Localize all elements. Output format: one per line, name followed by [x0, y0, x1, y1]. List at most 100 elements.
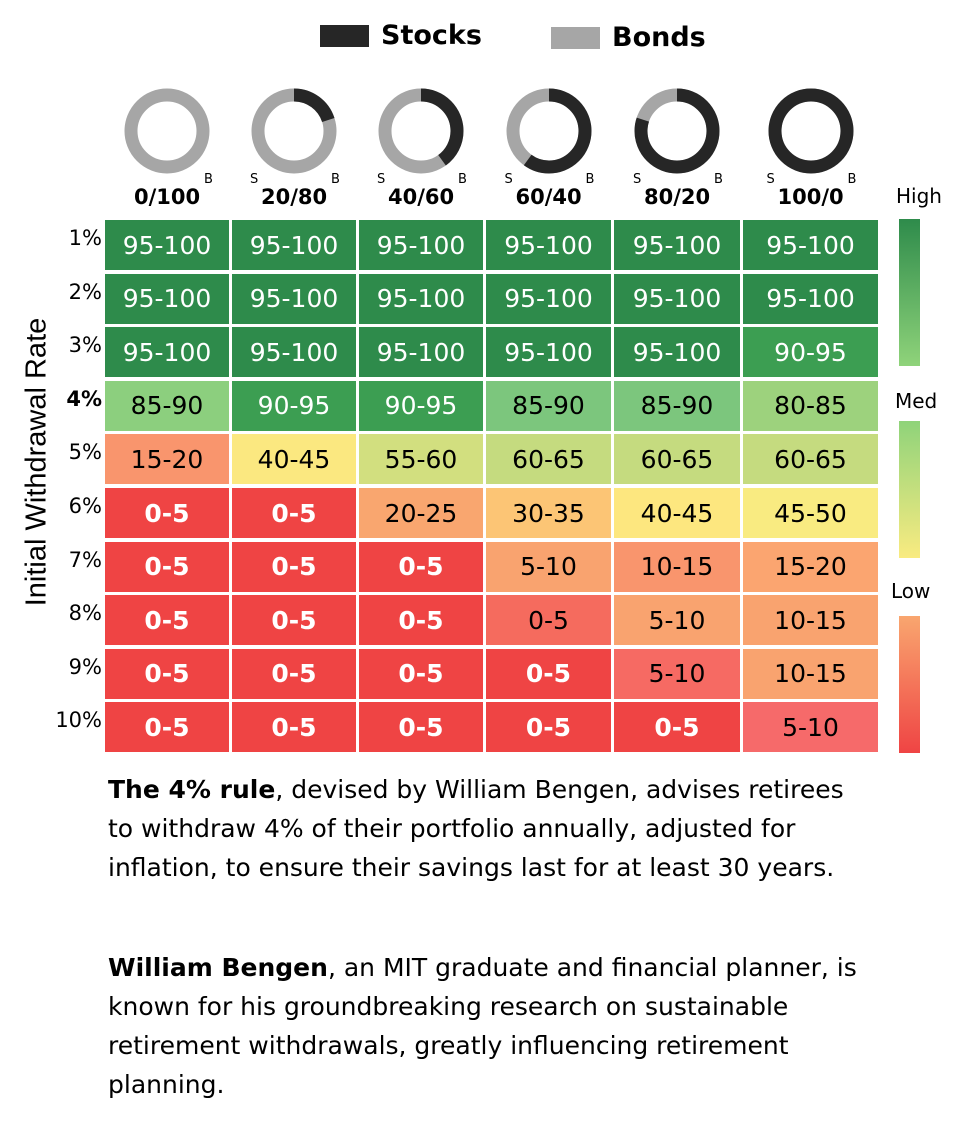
heatmap-cell: 0-5: [232, 541, 356, 592]
heatmap-cell: 95-100: [614, 220, 740, 270]
bonds-marker: B: [585, 172, 595, 187]
row-label-3pct: 3%: [68, 333, 102, 358]
heatmap-cell: 0-5: [105, 541, 229, 592]
stocks-marker: S: [250, 172, 259, 187]
heatmap-cell: 90-95: [359, 380, 483, 431]
allocation-donut-80-20: [634, 88, 720, 174]
heatmap-cell: 0-5: [232, 488, 356, 538]
row-label-7pct: 7%: [68, 547, 102, 572]
heatmap-cell: 95-100: [614, 327, 740, 378]
heatmap-cell: 15-20: [743, 541, 878, 592]
heatmap-cell: 95-100: [486, 220, 611, 270]
para1-bold: The 4% rule: [108, 775, 276, 804]
stocks-slice: [378, 88, 464, 174]
heatmap-cell: 95-100: [614, 273, 740, 324]
heatmap-cell: 5-10: [486, 541, 611, 592]
allocation-donut-40-60: [378, 88, 464, 174]
heatmap-cell: 10-15: [743, 595, 878, 646]
allocation-label-20-80: 20/80: [261, 185, 328, 209]
heatmap-cell: 60-65: [614, 434, 740, 485]
row-label-1pct: 1%: [68, 226, 102, 250]
allocation-donut-100-0: [768, 88, 853, 174]
heatmap-cell: 5-10: [614, 595, 740, 646]
heatmap-cell: 40-45: [614, 488, 740, 538]
row-label-5pct: 5%: [68, 440, 102, 465]
bonds-marker: B: [714, 172, 723, 187]
heatmap-cell: 20-25: [359, 488, 483, 538]
legend-label-stocks: Stocks: [381, 20, 482, 51]
paragraph-4-percent-rule: The 4% rule, devised by William Bengen, …: [108, 770, 868, 887]
allocation-label-60-40: 60/40: [515, 185, 582, 209]
heatmap-cell: 0-5: [105, 648, 229, 699]
heatmap-cell: 95-100: [232, 327, 356, 378]
legend-item-stocks: Stocks: [320, 20, 482, 51]
heatmap-cell: 0-5: [359, 648, 483, 699]
heatmap-cell: 5-10: [614, 648, 740, 699]
stocks-marker: S: [766, 172, 775, 187]
legend-item-bonds: Bonds: [551, 22, 706, 53]
heatmap-cell: 0-5: [359, 541, 483, 592]
scale-bar-med: [899, 421, 920, 558]
heatmap-cell: 90-95: [232, 380, 356, 431]
allocation-label-100-0: 100/0: [777, 185, 844, 209]
heatmap-cell: 95-100: [743, 220, 878, 270]
stocks-marker: S: [633, 172, 642, 187]
scale-label-low: Low: [891, 579, 931, 603]
heatmap-cell: 95-100: [486, 273, 611, 324]
heatmap-cell: 90-95: [743, 327, 878, 378]
stocks-swatch: [320, 24, 369, 47]
heatmap-cell: 95-100: [105, 220, 229, 270]
stocks-marker: S: [377, 172, 386, 187]
heatmap-cell: 0-5: [105, 702, 229, 753]
heatmap-cell: 95-100: [232, 273, 356, 324]
bonds-marker: B: [204, 172, 213, 187]
heatmap-cell: 85-90: [105, 380, 229, 431]
bonds-swatch: [551, 26, 600, 49]
heatmap-cell: 0-5: [105, 488, 229, 538]
stocks-marker: S: [504, 172, 513, 187]
allocation-label-40-60: 40/60: [388, 185, 455, 209]
para2-bold: William Bengen: [108, 953, 328, 982]
stocks-slice: [506, 88, 591, 174]
scale-bar-high: [899, 219, 920, 366]
scale-label-high: High: [896, 184, 942, 208]
paragraph-william-bengen: William Bengen, an MIT graduate and fina…: [108, 948, 868, 1104]
allocation-donut-0-100: [124, 88, 210, 174]
heatmap-cell: 0-5: [359, 702, 483, 753]
legend-label-bonds: Bonds: [612, 22, 706, 53]
row-label-4pct: 4%: [66, 386, 102, 411]
allocation-donut-60-40: [506, 88, 591, 174]
heatmap-cell: 0-5: [486, 595, 611, 646]
heatmap-cell: 0-5: [359, 595, 483, 646]
heatmap-cell: 80-85: [743, 380, 878, 431]
heatmap-cell: 95-100: [105, 327, 229, 378]
bonds-marker: B: [458, 172, 467, 187]
heatmap-cell: 85-90: [486, 380, 611, 431]
bonds-slice: [124, 88, 210, 174]
heatmap-cell: 95-100: [486, 327, 611, 378]
heatmap-cell: 95-100: [359, 220, 483, 270]
heatmap-cell: 30-35: [486, 488, 611, 538]
allocation-label-0-100: 0/100: [134, 185, 201, 209]
legend: Stocks Bonds: [0, 14, 969, 54]
heatmap-cell: 0-5: [486, 702, 611, 753]
heatmap-cell: 85-90: [614, 380, 740, 431]
y-axis-title: Initial Withdrawal Rate: [20, 317, 53, 607]
stocks-slice: [634, 88, 720, 174]
heatmap-cell: 45-50: [743, 488, 878, 538]
heatmap-cell: 0-5: [232, 702, 356, 753]
heatmap-cell: 5-10: [743, 702, 878, 753]
heatmap-cell: 55-60: [359, 434, 483, 485]
heatmap-cell: 10-15: [614, 541, 740, 592]
row-label-10pct: 10%: [55, 708, 102, 733]
heatmap-cell: 10-15: [743, 648, 878, 699]
allocation-label-80-20: 80/20: [644, 185, 711, 209]
bonds-marker: B: [847, 172, 857, 187]
scale-label-med: Med: [895, 389, 938, 413]
bonds-marker: B: [331, 172, 340, 187]
heatmap-cell: 40-45: [232, 434, 356, 485]
heatmap-cell: 0-5: [232, 595, 356, 646]
row-label-9pct: 9%: [68, 654, 102, 679]
heatmap-cell: 95-100: [359, 327, 483, 378]
para2-text: , an MIT graduate and financial planner,…: [108, 953, 857, 1099]
